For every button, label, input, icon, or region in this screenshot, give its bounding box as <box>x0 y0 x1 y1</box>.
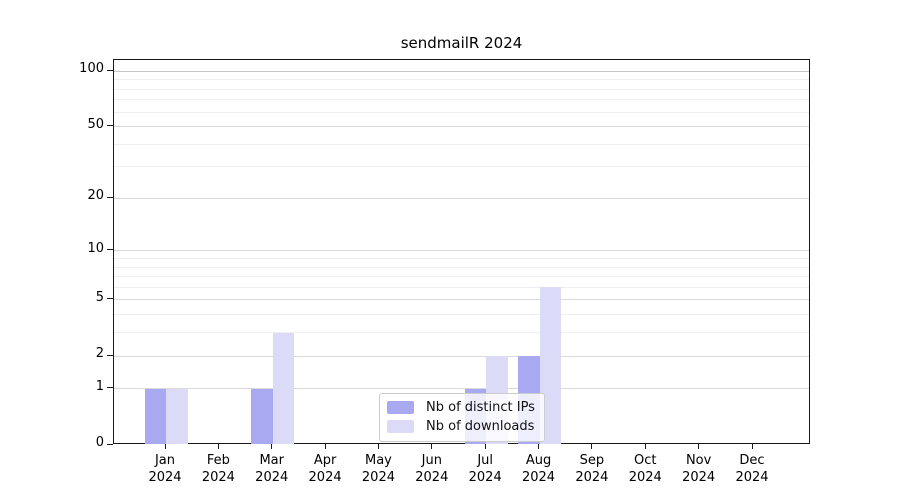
gridline-100 <box>114 70 809 72</box>
gridline-5 <box>114 299 809 301</box>
x-tick-label-oct: Oct 2024 <box>628 453 662 485</box>
gridline-7 <box>114 276 809 278</box>
gridline-9 <box>114 258 809 259</box>
x-tick-nov <box>698 444 700 449</box>
y-tick-10 <box>107 249 113 251</box>
legend-swatch-distinct-ips <box>387 401 414 414</box>
gridline-1 <box>114 388 809 390</box>
x-tick-aug <box>538 444 540 449</box>
y-tick-label-50: 50 <box>87 116 104 132</box>
legend: Nb of distinct IPs Nb of downloads <box>379 393 545 442</box>
gridline-50 <box>114 126 809 128</box>
x-tick-apr <box>324 444 326 449</box>
x-tick-jul <box>484 444 486 449</box>
y-tick-label-0: 0 <box>95 435 104 450</box>
x-tick-may <box>377 444 379 449</box>
y-tick-label-1: 1 <box>95 378 104 394</box>
bar-downloads-jan <box>166 388 188 444</box>
bar-distinct-ips-jan <box>144 388 166 444</box>
x-tick-dec <box>751 444 753 449</box>
bar-downloads-mar <box>272 332 295 444</box>
gridline-3 <box>114 332 809 334</box>
y-tick-100 <box>107 69 113 71</box>
y-tick-label-2: 2 <box>95 346 104 362</box>
y-tick-2 <box>107 354 113 356</box>
legend-item-distinct-ips: Nb of distinct IPs <box>380 398 544 417</box>
y-tick-20 <box>107 196 113 198</box>
gridline-30 <box>114 166 809 168</box>
gridline-20 <box>114 197 809 199</box>
x-tick-mar <box>271 444 273 449</box>
x-tick-oct <box>644 444 646 449</box>
x-tick-label-dec: Dec 2024 <box>735 453 769 485</box>
gridline-60 <box>114 111 809 113</box>
x-tick-sep <box>591 444 593 449</box>
legend-item-downloads: Nb of downloads <box>380 417 544 436</box>
x-tick-label-jun: Jun 2024 <box>415 453 449 485</box>
gridline-40 <box>114 143 809 145</box>
y-tick-label-5: 5 <box>95 289 104 305</box>
x-tick-jan <box>164 444 166 449</box>
bar-distinct-ips-mar <box>251 388 273 444</box>
gridline-80 <box>114 88 809 90</box>
gridline-6 <box>114 286 809 288</box>
y-tick-50 <box>107 125 113 127</box>
gridline-10 <box>114 250 809 252</box>
chart-title: sendmailR 2024 <box>400 34 523 52</box>
gridline-8 <box>114 266 809 268</box>
x-tick-label-apr: Apr 2024 <box>308 453 342 485</box>
plot-area: Nb of distinct IPs Nb of downloads <box>113 59 810 444</box>
legend-swatch-downloads <box>387 420 414 433</box>
x-tick-label-aug: Aug 2024 <box>521 453 556 485</box>
x-tick-label-jan: Jan 2024 <box>148 453 182 485</box>
y-tick-0 <box>107 443 113 445</box>
x-tick-label-feb: Feb 2024 <box>201 453 235 485</box>
x-tick-label-mar: Mar 2024 <box>255 453 289 485</box>
x-tick-label-jul: Jul 2024 <box>468 453 502 485</box>
gridline-90 <box>114 79 809 81</box>
y-tick-1 <box>107 387 113 389</box>
legend-label-distinct-ips: Nb of distinct IPs <box>426 400 535 415</box>
gridline-70 <box>114 99 809 101</box>
legend-label-downloads: Nb of downloads <box>426 419 535 434</box>
gridline-4 <box>114 314 809 316</box>
x-tick-label-nov: Nov 2024 <box>682 453 716 485</box>
y-tick-label-100: 100 <box>79 61 104 77</box>
x-tick-label-may: May 2024 <box>361 453 395 485</box>
x-tick-feb <box>217 444 219 449</box>
y-tick-label-10: 10 <box>87 240 104 256</box>
x-tick-label-sep: Sep 2024 <box>575 453 609 485</box>
y-tick-5 <box>107 298 113 300</box>
gridline-2 <box>114 355 809 357</box>
x-tick-jun <box>431 444 433 449</box>
y-tick-label-20: 20 <box>87 188 104 204</box>
